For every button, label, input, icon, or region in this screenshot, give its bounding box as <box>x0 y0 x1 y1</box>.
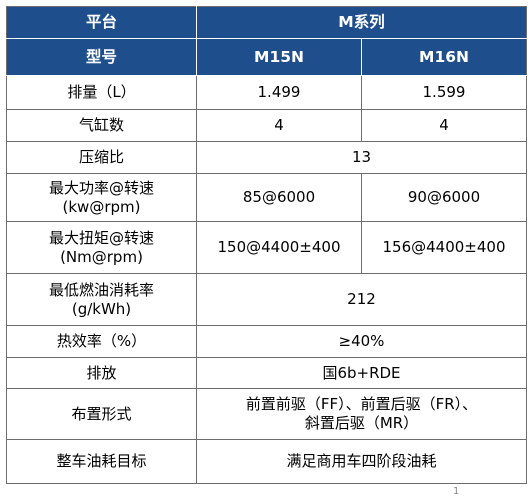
model-label: 型号 <box>6 38 197 76</box>
engine-spec-table: 平台 M系列 型号 M15N M16N 排量（L） 1.499 1.599 气缸… <box>6 6 527 484</box>
displacement-m15n: 1.499 <box>196 75 362 110</box>
bsfc-label-line2: (g/kWh) <box>71 299 132 318</box>
cylinders-row: 气缸数 4 4 <box>6 109 527 142</box>
compression-value: 13 <box>196 141 527 174</box>
max-torque-m16n: 156@4400±400 <box>361 221 527 274</box>
fuel-target-label: 整车油耗目标 <box>6 439 197 484</box>
displacement-m16n: 1.599 <box>361 75 527 110</box>
platform-header-row: 平台 M系列 <box>6 6 527 39</box>
cylinders-label: 气缸数 <box>6 109 197 142</box>
max-torque-label-line1: 最大扭矩@转速 <box>48 228 154 247</box>
max-torque-m15n: 150@4400±400 <box>196 221 362 274</box>
layout-value-line1: 前置前驱（FF）、前置后驱（FR）、 <box>245 395 478 413</box>
max-torque-row: 最大扭矩@转速 (Nm@rpm) 150@4400±400 156@4400±4… <box>6 221 527 274</box>
model-header-row: 型号 M15N M16N <box>6 38 527 76</box>
model-m15n: M15N <box>196 38 362 76</box>
cylinders-m15n: 4 <box>196 109 362 142</box>
bsfc-row: 最低燃油消耗率 (g/kWh) 212 <box>6 273 527 326</box>
layout-label: 布置形式 <box>6 388 197 440</box>
compression-row: 压缩比 13 <box>6 141 527 174</box>
platform-label: 平台 <box>6 6 197 39</box>
fuel-target-value: 满足商用车四阶段油耗 <box>196 439 527 484</box>
page-number: 1 <box>453 486 460 497</box>
displacement-label: 排量（L） <box>6 75 197 110</box>
cylinders-m16n: 4 <box>361 109 527 142</box>
model-m16n: M16N <box>361 38 527 76</box>
bsfc-label: 最低燃油消耗率 (g/kWh) <box>6 273 197 326</box>
layout-value: 前置前驱（FF）、前置后驱（FR）、 斜置后驱（MR） <box>196 388 527 440</box>
max-power-row: 最大功率@转速 (kw@rpm) 85@6000 90@6000 <box>6 173 527 222</box>
layout-row: 布置形式 前置前驱（FF）、前置后驱（FR）、 斜置后驱（MR） <box>6 388 527 440</box>
efficiency-label: 热效率（%） <box>6 325 197 358</box>
max-power-label-line1: 最大功率@转速 <box>48 178 154 197</box>
bsfc-value: 212 <box>196 273 527 326</box>
max-power-label: 最大功率@转速 (kw@rpm) <box>6 173 197 222</box>
fuel-target-row: 整车油耗目标 满足商用车四阶段油耗 <box>6 439 527 484</box>
compression-label: 压缩比 <box>6 141 197 174</box>
emission-row: 排放 国6b+RDE <box>6 357 527 389</box>
efficiency-value: ≥40% <box>196 325 527 358</box>
max-power-label-line2: (kw@rpm) <box>62 197 141 216</box>
emission-label: 排放 <box>6 357 197 389</box>
displacement-row: 排量（L） 1.499 1.599 <box>6 75 527 110</box>
max-power-m15n: 85@6000 <box>196 173 362 222</box>
max-torque-label-line2: (Nm@rpm) <box>60 247 143 266</box>
max-torque-label: 最大扭矩@转速 (Nm@rpm) <box>6 221 197 274</box>
max-power-m16n: 90@6000 <box>361 173 527 222</box>
layout-value-line2: 斜置后驱（MR） <box>304 414 419 432</box>
platform-value: M系列 <box>196 6 527 39</box>
bsfc-label-line1: 最低燃油消耗率 <box>48 280 154 299</box>
efficiency-row: 热效率（%） ≥40% <box>6 325 527 358</box>
emission-value: 国6b+RDE <box>196 357 527 389</box>
